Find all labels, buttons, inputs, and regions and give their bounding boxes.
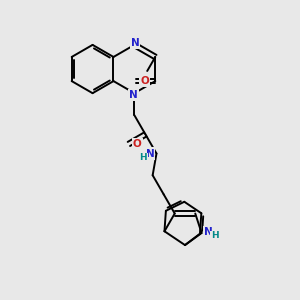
- Text: H: H: [140, 153, 147, 162]
- Text: N: N: [129, 90, 138, 100]
- Text: O: O: [133, 139, 142, 149]
- Text: H: H: [211, 232, 219, 241]
- Text: N: N: [204, 226, 212, 236]
- Text: N: N: [146, 148, 154, 158]
- Text: O: O: [140, 76, 149, 86]
- Text: N: N: [130, 38, 140, 48]
